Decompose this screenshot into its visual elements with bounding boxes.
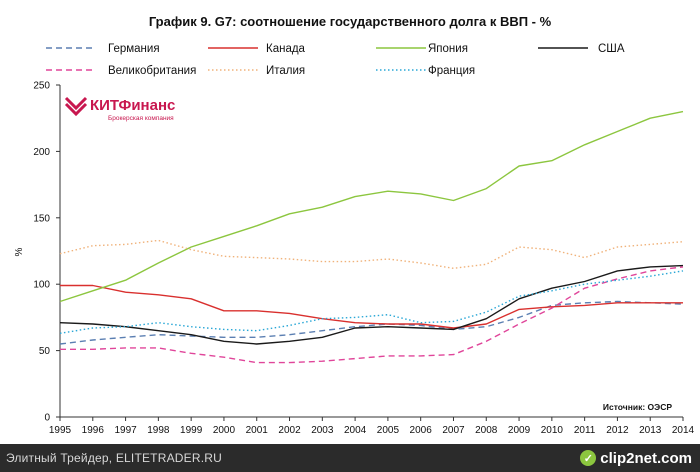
series-line-1 [59, 300, 684, 345]
y-tick-label: 200 [33, 147, 50, 158]
series-line-5 [60, 266, 684, 364]
brand-logo: КИТФинанс Брокерская компания [64, 96, 175, 122]
y-axis-label: % [14, 247, 25, 256]
footer-text: Элитный Трейдер, ELITETRADER.RU [6, 451, 222, 465]
x-tick-label: 2013 [639, 425, 662, 436]
x-tick-label: 2000 [213, 425, 236, 436]
y-tick-label: 250 [33, 81, 50, 92]
y-tick-label: 150 [33, 213, 50, 224]
x-tick-label: 1996 [82, 425, 105, 436]
legend-label-1: Германия [108, 43, 160, 55]
legend-label-2: Канада [266, 43, 306, 55]
x-tick-label: 2004 [344, 425, 367, 436]
chart-title: График 9. G7: соотношение государственно… [149, 14, 552, 29]
legend-label-4: США [598, 43, 625, 55]
x-tick-label: 1999 [180, 425, 203, 436]
x-tick-label: 2003 [311, 425, 334, 436]
x-tick-label: 2002 [278, 425, 301, 436]
footer-bar: Элитный Трейдер, ELITETRADER.RU ✓ clip2n… [0, 444, 700, 472]
series-line-7 [59, 270, 684, 334]
x-tick-label: 2005 [377, 425, 400, 436]
legend-label-5: Великобритания [108, 65, 196, 77]
x-tick-label: 2014 [672, 425, 695, 436]
x-tick-label: 2012 [606, 425, 629, 436]
clip2net-text: clip2net.com [600, 449, 692, 467]
series-line-4 [59, 264, 684, 345]
axes: 0 50 100 150 200 250 1995 1996 1997 1998 1999 2000 2… [33, 81, 694, 437]
x-tick-label: 2011 [574, 425, 596, 436]
y-tick-label: 50 [39, 346, 51, 357]
x-tick-label: 2009 [508, 425, 531, 436]
plot-lines [59, 110, 684, 364]
clip2net-icon: ✓ [580, 450, 597, 466]
x-tick-label: 1995 [49, 425, 72, 436]
x-tick-label: 2010 [541, 425, 564, 436]
legend-label-3: Япония [428, 43, 468, 55]
series-line-3 [59, 110, 684, 303]
x-tick-label: 1997 [114, 425, 137, 436]
chart: График 9. G7: соотношение государственно… [14, 14, 695, 437]
brand-subtitle: Брокерская компания [108, 115, 174, 122]
series-line-6 [59, 239, 684, 269]
x-tick-label: 2008 [475, 425, 498, 436]
x-tick-label: 2007 [442, 425, 465, 436]
clip2net-logo[interactable]: ✓ clip2net.com [580, 447, 692, 469]
brand-name: КИТФинанс [90, 97, 175, 114]
legend: Германия Канада Япония США Великобритания Ита… [46, 43, 625, 77]
x-tick-label: 2001 [246, 425, 269, 436]
y-tick-label: 100 [33, 280, 50, 291]
source-note: Источник: ОЭСР [603, 402, 672, 412]
x-tick-label: 1998 [147, 425, 170, 436]
legend-label-6: Италия [266, 65, 305, 77]
x-tick-label: 2006 [410, 425, 433, 436]
series-line-2 [60, 284, 683, 329]
y-tick-label: 0 [44, 413, 50, 424]
kit-icon [64, 96, 88, 117]
legend-label-7: Франция [428, 65, 475, 77]
